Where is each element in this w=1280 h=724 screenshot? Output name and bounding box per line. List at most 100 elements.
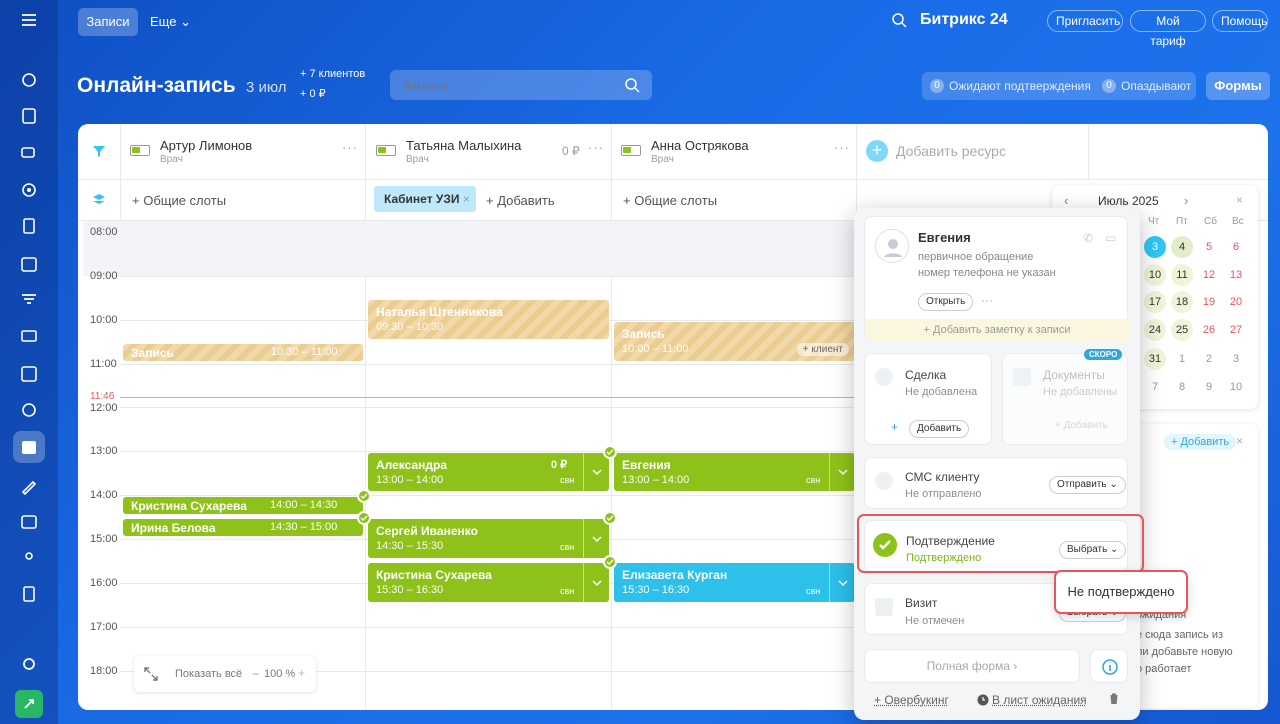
calendar-day[interactable]: 3	[1232, 353, 1240, 365]
calendar-day[interactable]: 18	[1171, 291, 1193, 313]
avatar[interactable]	[875, 229, 909, 263]
chat-icon[interactable]	[15, 140, 43, 168]
info-button[interactable]	[1090, 649, 1128, 683]
booking-slot[interactable]: Кристина Сухарева 14:00 – 14:30	[123, 497, 363, 514]
add-resource-plus-icon[interactable]: +	[866, 140, 888, 162]
drive-icon[interactable]	[15, 176, 43, 204]
calendar-day[interactable]: 24	[1144, 319, 1166, 341]
resource-menu-icon[interactable]: ···	[834, 140, 850, 155]
sign-icon[interactable]	[15, 472, 43, 500]
resource-menu-icon[interactable]: ···	[588, 140, 604, 155]
close-calendar-icon[interactable]: ×	[1236, 193, 1244, 207]
open-client-button[interactable]: Открыть	[918, 293, 974, 311]
report-icon[interactable]	[15, 580, 43, 608]
funnel-icon[interactable]	[15, 286, 43, 314]
calendar-day[interactable]: 10	[1144, 264, 1166, 286]
booking-slot[interactable]: Евгения 13:00 – 14:00 свн	[614, 453, 855, 491]
add-resource-button[interactable]: Добавить ресурс	[896, 143, 1006, 159]
zoom-out-button[interactable]: −	[252, 667, 260, 681]
shared-slots-button[interactable]: + Общие слоты	[132, 193, 227, 208]
full-form-button[interactable]: Полная форма ›	[864, 649, 1080, 683]
prev-month-icon[interactable]: ‹	[1064, 193, 1069, 208]
add-note-button[interactable]: + Добавить заметку к записи	[865, 319, 1129, 342]
booking-slot[interactable]: Запись 10:00 – 11:00 + клиент	[614, 322, 855, 361]
sms-send-button[interactable]: Отправить ⌄	[1049, 476, 1126, 494]
booking-slot[interactable]: Александра 13:00 – 14:00 0 ₽ свн	[368, 453, 609, 491]
phone-icon[interactable]: ✆	[1083, 231, 1094, 245]
waitlist-add-button[interactable]: + Добавить	[1164, 434, 1237, 450]
message-icon[interactable]: ▭	[1105, 231, 1117, 245]
overbooking-button[interactable]: + Овербукинг	[874, 693, 949, 707]
resource-name[interactable]: Анна Острякова	[651, 138, 749, 153]
forms-button[interactable]: Формы	[1206, 72, 1270, 100]
help-button[interactable]: Помощь	[1212, 10, 1268, 32]
expand-icon[interactable]	[144, 667, 158, 686]
client-more-icon[interactable]: ···	[981, 293, 993, 307]
docs-icon[interactable]	[15, 212, 43, 240]
add-cabinet-button[interactable]: + Добавить	[486, 193, 555, 208]
calendar-day[interactable]: 9	[1205, 381, 1213, 393]
deal-plus-icon[interactable]: +	[891, 420, 899, 434]
calendar-icon[interactable]	[15, 250, 43, 278]
tariff-button[interactable]: Мой тариф	[1130, 10, 1206, 48]
mail-icon[interactable]	[15, 322, 43, 350]
resource-menu-icon[interactable]: ···	[342, 140, 358, 155]
resource-name[interactable]: Татьяна Малыхина	[406, 138, 522, 153]
calendar-day[interactable]: 7	[1151, 381, 1159, 393]
client-name[interactable]: Евгения	[918, 230, 971, 245]
next-month-icon[interactable]: ›	[1184, 193, 1189, 208]
booking-slot[interactable]: Запись 10:30 – 11:00	[123, 344, 363, 361]
settings-icon[interactable]	[15, 650, 43, 678]
calendar-day[interactable]: 6	[1232, 241, 1240, 253]
shared-slots-button[interactable]: + Общие слоты	[623, 193, 718, 208]
calendar-day[interactable]: 1	[1178, 353, 1186, 365]
trash-icon[interactable]	[1108, 692, 1120, 710]
resource-name[interactable]: Артур Лимонов	[160, 138, 253, 153]
calendar-day[interactable]: 25	[1171, 319, 1193, 341]
feed-icon[interactable]	[15, 66, 43, 94]
filter-search-icon[interactable]	[624, 77, 640, 98]
calendar-day[interactable]: 5	[1205, 241, 1213, 253]
show-all-button[interactable]: Показать всё	[175, 668, 243, 680]
calendar-day-selected[interactable]: 3	[1144, 236, 1166, 258]
calendar-day[interactable]: 13	[1229, 269, 1243, 281]
filter-icon[interactable]	[92, 144, 106, 163]
waitlist-button[interactable]: В лист ожидания	[992, 693, 1087, 707]
calendar-day[interactable]: 10	[1229, 381, 1243, 393]
users-icon[interactable]	[15, 544, 43, 572]
calendar-day[interactable]: 20	[1229, 296, 1243, 308]
calendar-day[interactable]: 8	[1178, 381, 1186, 393]
booking-slot[interactable]: Ирина Белова 14:30 – 15:00	[123, 519, 363, 536]
calendar-day[interactable]: 31	[1144, 348, 1166, 370]
tab-bookings[interactable]: Записи	[78, 8, 138, 36]
calendar-day[interactable]: 19	[1202, 296, 1216, 308]
tasks-icon[interactable]	[15, 102, 43, 130]
calendar-day[interactable]: 17	[1144, 291, 1166, 313]
invite-button[interactable]: Пригласить	[1047, 10, 1123, 32]
late-filter[interactable]: Опаздывают	[1121, 79, 1192, 93]
calendar-day[interactable]: 12	[1202, 269, 1216, 281]
menu-icon[interactable]	[15, 6, 43, 34]
layers-icon[interactable]	[92, 193, 106, 212]
deal-add-button[interactable]: Добавить	[909, 420, 970, 438]
zoom-in-button[interactable]: +	[298, 666, 306, 680]
calendar-day[interactable]: 26	[1202, 324, 1216, 336]
booking-slot[interactable]: Кристина Сухарева 15:30 – 16:30 свн	[368, 563, 609, 602]
rocket-icon[interactable]	[15, 690, 43, 718]
page-date[interactable]: 3 июл	[246, 79, 287, 96]
checklist-icon[interactable]	[15, 360, 43, 388]
filter-input[interactable]	[390, 70, 652, 100]
calendar-day[interactable]: 4	[1171, 236, 1193, 258]
calendar-day[interactable]: 11	[1171, 264, 1193, 286]
not-confirmed-option[interactable]: Не подтверждено	[1054, 570, 1188, 614]
booking-slot[interactable]: Сергей Иваненко 14:30 – 15:30 свн	[368, 519, 609, 558]
booking-slot[interactable]: Наталья Штенникова 09:30 – 10:30	[368, 300, 609, 339]
booking-icon[interactable]	[13, 431, 45, 463]
cabinet-tag[interactable]: Кабинет УЗИ ×	[374, 186, 476, 212]
booking-slot[interactable]: Елизавета Курган 15:30 – 16:30 свн	[614, 563, 855, 602]
contact-card-icon[interactable]	[15, 508, 43, 536]
tab-more[interactable]: Еще ⌄	[150, 14, 191, 29]
calendar-day[interactable]: 27	[1229, 324, 1243, 336]
confirmation-select-button[interactable]: Выбрать ⌄	[1059, 541, 1127, 559]
target-icon[interactable]	[15, 396, 43, 424]
